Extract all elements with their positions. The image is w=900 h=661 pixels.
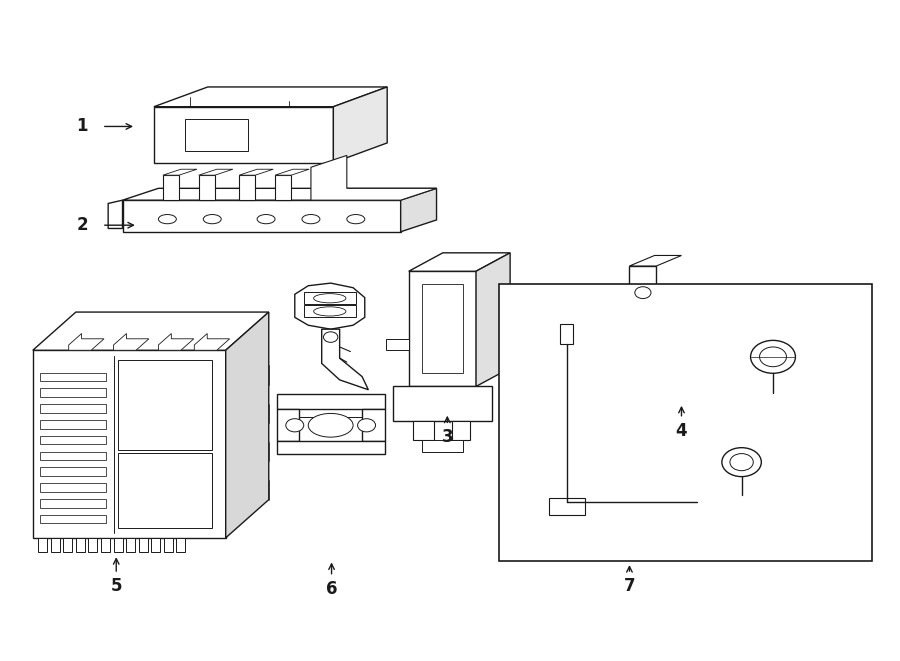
Polygon shape: [118, 360, 212, 449]
Ellipse shape: [257, 215, 275, 223]
Polygon shape: [362, 409, 384, 441]
Circle shape: [357, 418, 375, 432]
Polygon shape: [122, 200, 400, 232]
Polygon shape: [452, 420, 470, 440]
Polygon shape: [40, 420, 106, 428]
Polygon shape: [239, 175, 256, 200]
Text: 6: 6: [326, 580, 338, 598]
Polygon shape: [40, 515, 106, 524]
Polygon shape: [158, 334, 194, 350]
Polygon shape: [40, 499, 106, 508]
Polygon shape: [40, 467, 106, 476]
Text: 5: 5: [111, 577, 122, 595]
Polygon shape: [199, 169, 233, 175]
Polygon shape: [277, 394, 384, 409]
Ellipse shape: [313, 293, 346, 303]
Text: 7: 7: [624, 577, 635, 595]
Polygon shape: [277, 441, 384, 454]
Polygon shape: [295, 283, 364, 329]
Polygon shape: [40, 451, 106, 460]
Polygon shape: [629, 325, 737, 357]
Polygon shape: [277, 409, 300, 441]
Polygon shape: [40, 405, 106, 412]
Polygon shape: [32, 350, 226, 538]
Polygon shape: [118, 453, 212, 528]
Circle shape: [722, 447, 761, 477]
Polygon shape: [275, 175, 292, 200]
Polygon shape: [561, 324, 573, 344]
Polygon shape: [400, 188, 436, 232]
Text: 4: 4: [676, 422, 688, 440]
Polygon shape: [422, 284, 463, 373]
Polygon shape: [629, 255, 681, 266]
Polygon shape: [629, 315, 762, 325]
Polygon shape: [108, 200, 122, 229]
Polygon shape: [151, 538, 160, 553]
Polygon shape: [226, 312, 269, 538]
Circle shape: [286, 418, 304, 432]
Polygon shape: [476, 253, 510, 387]
Polygon shape: [409, 253, 510, 271]
Polygon shape: [154, 106, 333, 163]
Circle shape: [634, 287, 651, 299]
Circle shape: [323, 332, 338, 342]
Text: 2: 2: [76, 216, 88, 234]
Polygon shape: [185, 119, 248, 151]
Ellipse shape: [308, 413, 353, 437]
Polygon shape: [63, 538, 72, 553]
Polygon shape: [500, 284, 872, 561]
Ellipse shape: [158, 215, 176, 223]
Circle shape: [751, 340, 796, 373]
Polygon shape: [275, 169, 309, 175]
Polygon shape: [194, 334, 230, 350]
Polygon shape: [304, 305, 356, 317]
Text: 3: 3: [442, 428, 453, 446]
Polygon shape: [126, 538, 135, 553]
Polygon shape: [422, 440, 463, 452]
Polygon shape: [88, 538, 97, 553]
Ellipse shape: [203, 215, 221, 223]
Polygon shape: [101, 538, 110, 553]
Polygon shape: [68, 334, 104, 350]
Polygon shape: [113, 538, 122, 553]
Polygon shape: [113, 334, 148, 350]
Ellipse shape: [302, 215, 320, 223]
Ellipse shape: [346, 215, 364, 223]
Polygon shape: [737, 315, 762, 357]
Polygon shape: [32, 312, 269, 350]
Polygon shape: [304, 292, 356, 304]
Polygon shape: [40, 373, 106, 381]
Text: 1: 1: [76, 118, 88, 136]
Polygon shape: [38, 538, 47, 553]
Polygon shape: [163, 175, 179, 200]
Polygon shape: [139, 538, 148, 553]
Polygon shape: [154, 87, 387, 106]
Polygon shape: [164, 538, 173, 553]
Polygon shape: [717, 346, 742, 370]
Polygon shape: [333, 87, 387, 163]
Polygon shape: [392, 387, 492, 420]
Polygon shape: [697, 357, 717, 370]
Polygon shape: [40, 483, 106, 492]
Circle shape: [760, 347, 787, 367]
Polygon shape: [199, 175, 215, 200]
Polygon shape: [176, 538, 185, 553]
Polygon shape: [239, 169, 274, 175]
Polygon shape: [629, 266, 656, 325]
Polygon shape: [549, 498, 585, 515]
Polygon shape: [122, 188, 436, 200]
Polygon shape: [40, 389, 106, 397]
Polygon shape: [50, 538, 59, 553]
Polygon shape: [40, 436, 106, 444]
Polygon shape: [321, 329, 368, 390]
Ellipse shape: [313, 307, 346, 316]
Polygon shape: [163, 169, 197, 175]
Polygon shape: [386, 339, 409, 350]
Polygon shape: [76, 538, 85, 553]
Polygon shape: [409, 271, 476, 387]
Polygon shape: [310, 155, 436, 200]
Polygon shape: [413, 420, 434, 440]
Circle shape: [730, 453, 753, 471]
